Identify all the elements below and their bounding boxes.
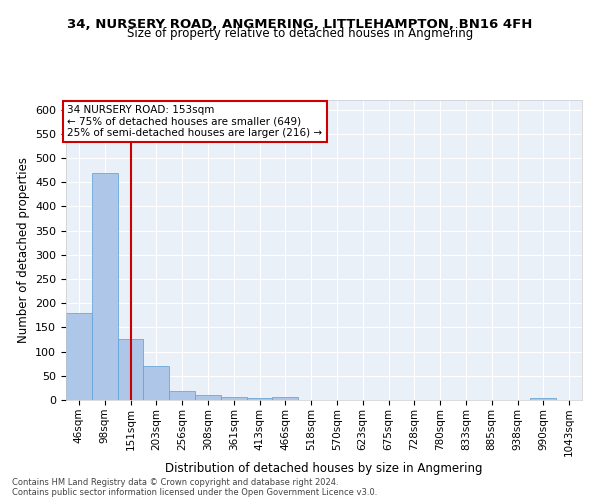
- Text: Size of property relative to detached houses in Angmering: Size of property relative to detached ho…: [127, 28, 473, 40]
- Text: Contains public sector information licensed under the Open Government Licence v3: Contains public sector information licen…: [12, 488, 377, 497]
- Bar: [118, 339, 143, 400]
- Bar: [272, 396, 298, 400]
- Bar: [92, 173, 118, 400]
- Bar: [530, 398, 556, 400]
- Text: 34 NURSERY ROAD: 153sqm
← 75% of detached houses are smaller (649)
25% of semi-d: 34 NURSERY ROAD: 153sqm ← 75% of detache…: [67, 105, 322, 138]
- Text: 34, NURSERY ROAD, ANGMERING, LITTLEHAMPTON, BN16 4FH: 34, NURSERY ROAD, ANGMERING, LITTLEHAMPT…: [67, 18, 533, 30]
- Bar: [195, 395, 221, 400]
- Bar: [247, 398, 272, 400]
- Bar: [169, 392, 195, 400]
- Bar: [143, 366, 169, 400]
- Bar: [66, 313, 92, 400]
- X-axis label: Distribution of detached houses by size in Angmering: Distribution of detached houses by size …: [165, 462, 483, 475]
- Bar: [221, 397, 247, 400]
- Y-axis label: Number of detached properties: Number of detached properties: [17, 157, 29, 343]
- Text: Contains HM Land Registry data © Crown copyright and database right 2024.: Contains HM Land Registry data © Crown c…: [12, 478, 338, 487]
